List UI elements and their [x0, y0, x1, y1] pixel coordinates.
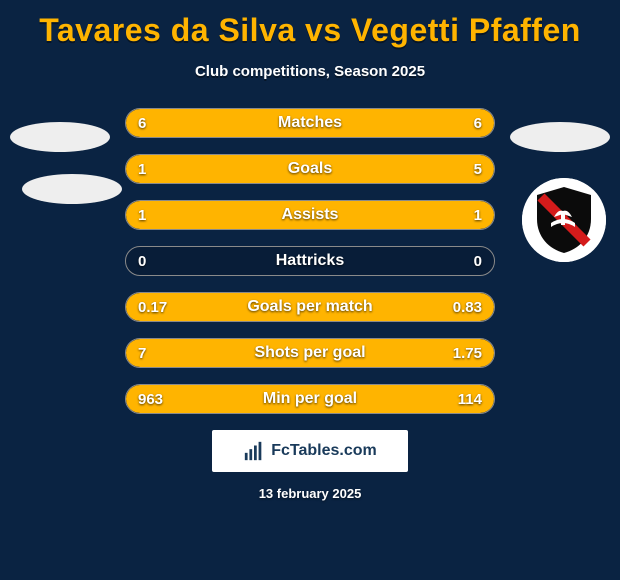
stat-fill-left: [126, 385, 165, 413]
stat-fill-left: [126, 201, 310, 229]
stat-value-right: 0: [474, 247, 482, 275]
page-title: Tavares da Silva vs Vegetti Pfaffen: [0, 0, 620, 49]
stat-fill-right: [189, 293, 494, 321]
brand-label: FcTables.com: [271, 442, 377, 460]
left-team-logo-placeholder-1: [10, 122, 110, 152]
date-label: 13 february 2025: [0, 486, 620, 501]
stat-value-left: 0: [138, 247, 146, 275]
stat-fill-left: [126, 109, 310, 137]
right-team-badge: [522, 178, 606, 262]
stat-row: 15Goals: [125, 154, 495, 184]
stat-fill-right: [165, 385, 494, 413]
stat-label: Hattricks: [126, 247, 494, 275]
subtitle: Club competitions, Season 2025: [0, 63, 620, 80]
brand-box: FcTables.com: [212, 430, 408, 472]
stat-row: 11Assists: [125, 200, 495, 230]
stat-row: 0 0Hattricks: [125, 246, 495, 276]
right-team-logo-placeholder: [510, 122, 610, 152]
stat-fill-right: [187, 155, 494, 183]
stat-fill-right: [420, 339, 494, 367]
stat-fill-left: [126, 293, 189, 321]
left-team-logo-placeholder-2: [22, 174, 122, 204]
stat-row: 71.75Shots per goal: [125, 338, 495, 368]
stat-rows: 66Matches 15Goals 11Assists 0 0Hattricks 0.17…: [0, 108, 620, 414]
stat-fill-left: [126, 339, 420, 367]
stat-row: 66Matches: [125, 108, 495, 138]
bar-chart-icon: [243, 440, 265, 462]
shield-icon: [533, 185, 595, 255]
stat-row: 963114Min per goal: [125, 384, 495, 414]
stat-fill-right: [310, 201, 494, 229]
stat-row: 0.170.83Goals per match: [125, 292, 495, 322]
stat-fill-left: [126, 155, 187, 183]
stat-fill-right: [310, 109, 494, 137]
